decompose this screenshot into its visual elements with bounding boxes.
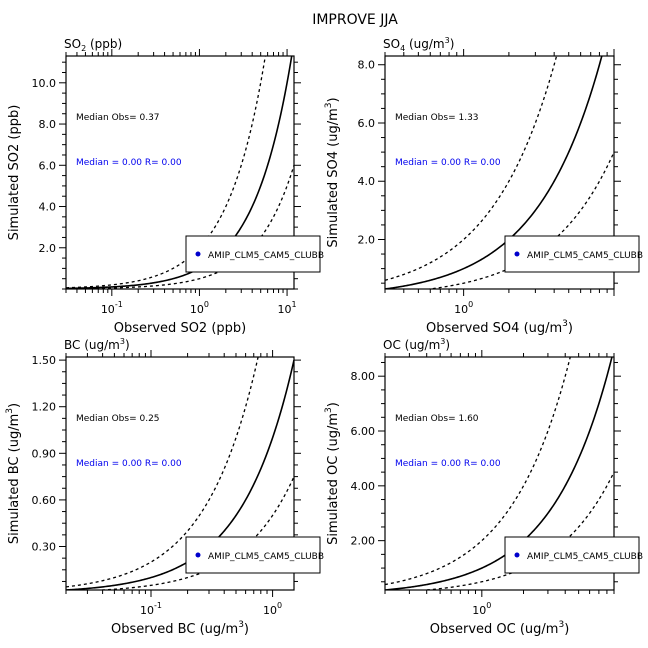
one-to-two-line — [90, 476, 294, 590]
x-axis-label: Observed SO4 (ug/m3) — [426, 319, 573, 336]
two-to-one-line — [385, 56, 558, 281]
x-tick-label: 101 — [278, 300, 297, 316]
x-axis-label: Observed BC (ug/m3) — [111, 620, 249, 637]
panel-oc: 2.00 4.00 6.00 8.00 100 OC (ug/m3) Observed OC… — [324, 337, 643, 637]
one-to-one-line — [66, 56, 293, 289]
x-axis-label: Observed SO2 (ppb) — [114, 321, 246, 336]
y-ticks: 2.0 4.0 6.0 8.0 — [358, 59, 621, 284]
legend-box — [185, 235, 321, 273]
y-tick-label: 2.00 — [351, 535, 376, 548]
two-to-one-line — [385, 357, 571, 586]
x-ticks: 100 — [384, 49, 615, 316]
median-sim-text: Median = 0.00 R= 0.00 — [395, 158, 501, 168]
y-tick-label: 0.60 — [32, 494, 57, 507]
x-tick-label: 100 — [454, 300, 473, 316]
legend-label: AMIP_CLM5_CAM5_CLUBB — [208, 552, 324, 562]
reference-lines — [385, 56, 614, 289]
legend-label: AMIP_CLM5_CAM5_CLUBB — [208, 251, 324, 261]
x-axis-label: Observed OC (ug/m3) — [430, 620, 570, 637]
one-to-one-line — [385, 357, 613, 590]
x-ticks: 10-1 100 — [65, 350, 282, 617]
y-tick-label: 6.0 — [358, 117, 376, 130]
one-to-two-line — [419, 471, 614, 590]
legend-box — [504, 536, 640, 574]
reference-lines — [385, 357, 614, 590]
x-tick-label: 100 — [263, 601, 282, 617]
y-tick-label: 4.0 — [358, 175, 376, 188]
one-to-two-line — [66, 165, 294, 289]
legend: AMIP_CLM5_CAM5_CLUBB — [504, 235, 643, 273]
median-obs-text: Median Obs= 0.25 — [76, 414, 160, 424]
y-tick-label: 8.0 — [39, 118, 57, 131]
y-ticks: 0.30 0.60 0.90 1.20 1.50 — [32, 354, 301, 582]
legend: AMIP_CLM5_CAM5_CLUBB — [504, 536, 643, 574]
legend-label: AMIP_CLM5_CAM5_CLUBB — [527, 552, 643, 562]
median-obs-text: Median Obs= 1.60 — [395, 414, 479, 424]
legend: AMIP_CLM5_CAM5_CLUBB — [185, 536, 324, 574]
y-axis-label: Simulated SO4 (ug/m3) — [324, 97, 341, 247]
panel-title: SO4 (ug/m3) — [383, 36, 454, 53]
panel-so2: 2.0 4.0 6.0 8.0 10.0 10-1 100 101 SO2 (ppb) Obser… — [7, 37, 324, 336]
y-tick-label: 6.0 — [39, 159, 57, 172]
y-tick-label: 8.00 — [351, 370, 376, 383]
legend-marker — [514, 552, 520, 558]
y-tick-label: 8.0 — [358, 59, 376, 72]
x-tick-label: 100 — [190, 300, 209, 316]
median-obs-text: Median Obs= 1.33 — [395, 113, 479, 123]
x-ticks: 10-1 100 101 — [65, 49, 297, 316]
legend: AMIP_CLM5_CAM5_CLUBB — [185, 235, 324, 273]
y-tick-label: 4.00 — [351, 480, 376, 493]
plot-frame — [384, 356, 615, 591]
x-ticks: 100 — [384, 350, 615, 617]
reference-lines — [66, 357, 294, 590]
panel-bc: 0.30 0.60 0.90 1.20 1.50 10-1 100 BC (ug/m3) Obs… — [5, 337, 324, 637]
panels: 2.0 4.0 6.0 8.0 10.0 10-1 100 101 SO2 (ppb) Obser… — [5, 36, 643, 637]
x-tick-label: 10-1 — [140, 601, 162, 617]
one-to-one-line — [385, 56, 603, 289]
median-sim-text: Median = 0.00 R= 0.00 — [76, 158, 182, 168]
two-to-one-line — [66, 56, 266, 289]
y-tick-label: 2.0 — [39, 242, 57, 255]
plot-frame — [384, 55, 615, 290]
legend-label: AMIP_CLM5_CAM5_CLUBB — [527, 251, 643, 261]
y-tick-label: 2.0 — [358, 233, 376, 246]
y-axis-label: Simulated OC (ug/m3) — [324, 402, 341, 545]
panel-title: BC (ug/m3) — [64, 337, 130, 352]
y-axis-label: Simulated SO2 (ppb) — [7, 105, 22, 241]
median-obs-text: Median Obs= 0.37 — [76, 113, 160, 123]
legend-box — [504, 235, 640, 273]
panel-title: OC (ug/m3) — [383, 337, 450, 352]
y-tick-label: 1.20 — [32, 401, 57, 414]
y-tick-label: 6.00 — [351, 425, 376, 438]
y-tick-label: 0.90 — [32, 447, 57, 460]
y-axis-label: Simulated BC (ug/m3) — [5, 403, 22, 544]
x-tick-label: 10-1 — [101, 300, 123, 316]
y-ticks: 2.00 4.00 6.00 8.00 — [351, 361, 621, 583]
one-to-one-line — [66, 359, 294, 590]
legend-marker — [195, 251, 201, 257]
figure-title: IMPROVE JJA — [312, 12, 398, 28]
y-tick-label: 0.30 — [32, 541, 57, 554]
median-sim-text: Median = 0.00 R= 0.00 — [395, 459, 501, 469]
panel-so4: 2.0 4.0 6.0 8.0 100 SO4 (ug/m3) Observed SO4 (… — [324, 36, 643, 336]
plot-frame — [65, 356, 295, 591]
legend-box — [185, 536, 321, 574]
one-to-two-line — [425, 151, 614, 289]
legend-marker — [514, 251, 520, 257]
y-tick-label: 4.0 — [39, 201, 57, 214]
y-tick-label: 10.0 — [32, 77, 57, 90]
reference-lines — [66, 56, 294, 289]
panel-title: SO2 (ppb) — [64, 37, 122, 53]
x-tick-label: 100 — [472, 601, 491, 617]
legend-marker — [195, 552, 201, 558]
y-tick-label: 1.50 — [32, 354, 57, 367]
two-to-one-line — [66, 357, 259, 588]
median-sim-text: Median = 0.00 R= 0.00 — [76, 459, 182, 469]
